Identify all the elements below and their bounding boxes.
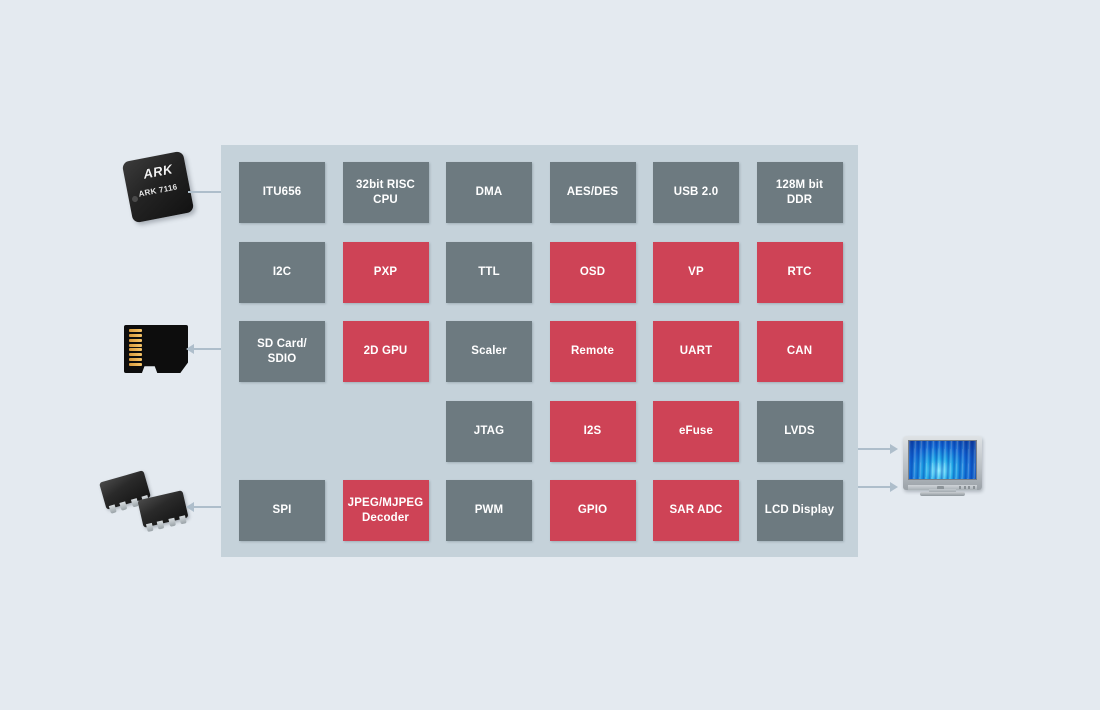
ark-soc-chip: ARK ARK 7116 [121,150,195,224]
monitor-indicator-leds [959,486,975,489]
connector-sdcard-to-sdio [190,348,232,350]
block-gpio[interactable]: GPIO [549,480,636,541]
block-i2s[interactable]: I2S [549,400,636,462]
block-aes-des[interactable]: AES/DES [549,162,636,223]
block-dma[interactable]: DMA [446,162,532,223]
block-remote[interactable]: Remote [549,321,636,382]
microsd-card [124,325,188,373]
block-empty [343,401,429,462]
block-jtag[interactable]: JTAG [446,400,532,462]
arrowhead-sdcard-to-sdio-left [186,344,194,354]
block-usb-2-0[interactable]: USB 2.0 [653,162,739,223]
block-sar-adc[interactable]: SAR ADC [653,480,739,541]
block-empty [239,401,325,462]
block-scaler[interactable]: Scaler [446,321,532,382]
block-lvds[interactable]: LVDS [756,400,843,462]
block-rtc[interactable]: RTC [756,241,843,303]
connector-soic-to-spi [190,506,232,508]
lcd-monitor [903,436,982,496]
connector-lcddisplay-to-monitor [846,486,892,488]
block-efuse[interactable]: eFuse [653,400,739,462]
monitor-power-button [937,485,944,490]
monitor-base [920,492,965,496]
block-can[interactable]: CAN [756,321,843,382]
block-osd[interactable]: OSD [549,241,636,303]
block-pwm[interactable]: PWM [446,480,532,541]
connector-chip-to-itu656 [188,191,232,193]
soc-block-grid: ITU656 32bit RISC CPU DMA AES/DES USB 2.0 128… [239,162,843,541]
arrowhead-lcddisplay-to-monitor [890,482,898,492]
block-ttl[interactable]: TTL [446,241,532,303]
monitor-screen [908,440,977,480]
block-128m-bit-ddr[interactable]: 128M bit DDR [756,162,843,223]
monitor-stand [929,489,956,493]
block-uart[interactable]: UART [653,321,739,382]
block-pxp[interactable]: PXP [342,241,429,303]
connector-lvds-to-monitor [846,448,892,450]
soc-panel: ITU656 32bit RISC CPU DMA AES/DES USB 2.0 128… [221,145,858,557]
block-32bit-risc-cpu[interactable]: 32bit RISC CPU [342,162,429,223]
arrowhead-lvds-to-monitor [890,444,898,454]
block-spi[interactable]: SPI [239,480,325,541]
block-lcd-display[interactable]: LCD Display [756,480,843,541]
arrowhead-soic-to-spi-left [186,502,194,512]
block-2d-gpu[interactable]: 2D GPU [342,321,429,382]
sd-card-contacts [129,329,142,366]
block-jpeg-mjpeg-decoder[interactable]: JPEG/MJPEG Decoder [342,480,429,541]
block-itu656[interactable]: ITU656 [239,162,325,223]
block-sd-card-sdio[interactable]: SD Card/ SDIO [239,321,325,382]
block-i2c[interactable]: I2C [239,241,325,303]
block-vp[interactable]: VP [653,241,739,303]
